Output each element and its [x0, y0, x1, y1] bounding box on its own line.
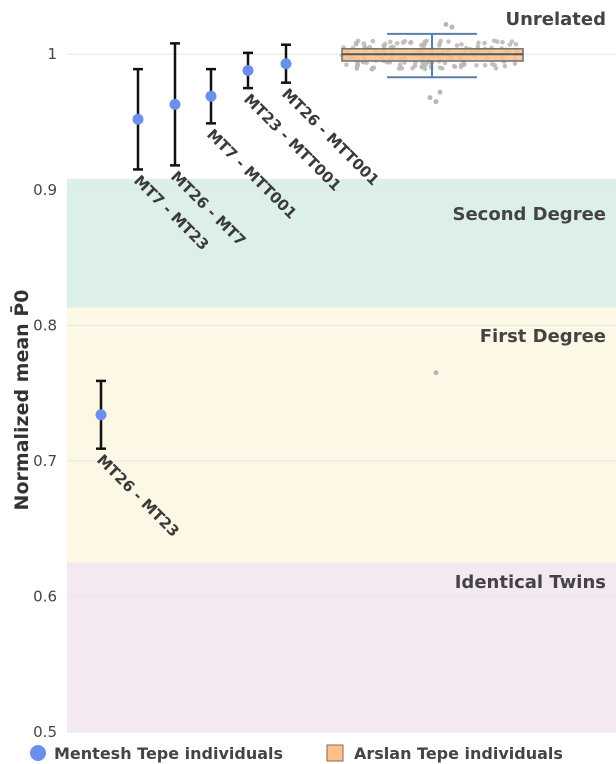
arslan-sample-point — [408, 40, 413, 46]
arslan-sample-point — [423, 62, 429, 67]
mentesh-point — [95, 409, 107, 421]
arslan-outlier-point — [433, 99, 439, 105]
y-tick-label: 0.9 — [33, 181, 57, 199]
arslan-sample-point — [446, 39, 451, 44]
arslan-sample-point — [399, 66, 405, 71]
region-label-unrelated: Unrelated — [505, 9, 606, 30]
arslan-sample-point — [424, 38, 429, 44]
arslan-outlier-point — [437, 89, 443, 95]
region-label-second-degree: Second Degree — [452, 204, 606, 225]
region-band-identical-twins — [67, 562, 616, 732]
arslan-sample-point — [512, 61, 518, 67]
arslan-sample-point — [387, 39, 393, 45]
arslan-outlier-point — [433, 370, 439, 376]
region-band-unrelated — [67, 0, 616, 179]
arslan-sample-point — [402, 39, 408, 44]
legend-marker-arslan — [326, 744, 344, 762]
arslan-sample-point — [451, 64, 457, 69]
mentesh-point — [280, 58, 292, 70]
arslan-sample-point — [454, 43, 460, 48]
arslan-sample-point — [394, 40, 400, 46]
arslan-sample-point — [475, 44, 481, 50]
arslan-sample-point — [513, 41, 519, 47]
legend-label-mentesh: Mentesh Tepe individuals — [54, 744, 283, 763]
arslan-tepe-box — [339, 21, 524, 376]
arslan-sample-point — [442, 60, 448, 66]
arslan-sample-point — [410, 65, 415, 71]
arslan-sample-point — [493, 66, 499, 71]
y-tick-label: 0.6 — [33, 587, 57, 605]
arslan-sample-point — [476, 40, 481, 46]
region-label-identical-twins: Identical Twins — [455, 572, 606, 593]
arslan-sample-point — [492, 38, 497, 44]
arslan-sample-point — [361, 41, 367, 46]
region-band-first-degree — [67, 307, 616, 563]
arslan-outlier-point — [443, 21, 449, 27]
mentesh-point — [205, 90, 217, 102]
arslan-sample-point — [462, 62, 467, 67]
arslan-sample-point — [370, 38, 376, 44]
region-bands — [67, 0, 616, 732]
arslan-sample-point — [421, 42, 426, 47]
arslan-outlier-point — [427, 95, 433, 101]
mentesh-point — [132, 113, 144, 125]
y-tick-label: 0.7 — [33, 452, 57, 470]
arslan-sample-point — [482, 62, 488, 68]
y-axis-ticks: 0.5 0.6 0.7 0.8 0.9 1 — [33, 45, 57, 741]
legend-marker-mentesh — [30, 745, 46, 761]
y-tick-label: 0.8 — [33, 316, 57, 334]
arslan-sample-point — [353, 41, 359, 47]
arslan-outlier-point — [449, 24, 455, 30]
mentesh-point — [242, 64, 254, 76]
y-tick-label: 0.5 — [33, 723, 57, 741]
arslan-sample-point — [474, 63, 479, 68]
region-labels: Unrelated Second Degree First Degree Identi… — [452, 9, 606, 593]
region-label-first-degree: First Degree — [480, 326, 606, 347]
arslan-sample-point — [489, 61, 495, 67]
mentesh-tepe-points — [95, 58, 292, 421]
legend: Mentesh Tepe individuals Arslan Tepe ind… — [30, 744, 563, 763]
arslan-sample-point — [419, 64, 425, 69]
arslan-sample-point — [369, 66, 375, 72]
region-band-second-degree — [67, 178, 616, 308]
y-axis-title: Normalized mean P̄0 — [10, 290, 33, 511]
arslan-sample-point — [459, 42, 464, 47]
arslan-sample-point — [502, 63, 508, 69]
arslan-sample-point — [507, 42, 513, 47]
arslan-sample-point — [397, 62, 403, 67]
arslan-sample-point — [500, 39, 505, 45]
y-tick-label: 1 — [47, 45, 57, 63]
arslan-sample-point — [482, 40, 487, 46]
arslan-sample-point — [422, 66, 428, 72]
arslan-sample-point — [355, 62, 361, 68]
mentesh-point — [169, 98, 181, 110]
legend-label-arslan: Arslan Tepe individuals — [354, 744, 563, 763]
arslan-sample-point — [344, 62, 349, 68]
arslan-sample-point — [438, 38, 443, 44]
arslan-sample-point — [437, 65, 443, 70]
